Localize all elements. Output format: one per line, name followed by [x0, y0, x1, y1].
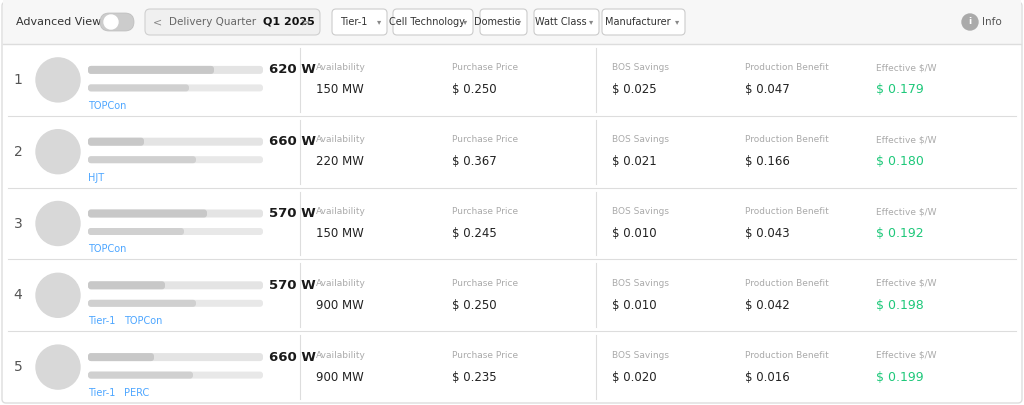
Text: 5: 5	[13, 360, 23, 374]
Text: $ 0.047: $ 0.047	[745, 83, 790, 96]
Text: <: <	[153, 17, 162, 27]
Text: $ 0.042: $ 0.042	[745, 299, 790, 312]
Text: Purchase Price: Purchase Price	[452, 207, 518, 216]
Text: $ 0.198: $ 0.198	[876, 299, 924, 312]
FancyBboxPatch shape	[88, 156, 263, 163]
Text: PERC: PERC	[124, 388, 150, 398]
Text: BOS Savings: BOS Savings	[612, 135, 669, 144]
Text: Availability: Availability	[316, 64, 366, 72]
FancyBboxPatch shape	[332, 9, 387, 35]
FancyBboxPatch shape	[534, 9, 599, 35]
Text: $ 0.250: $ 0.250	[452, 299, 497, 312]
Text: $ 0.250: $ 0.250	[452, 83, 497, 96]
Text: 150 MW: 150 MW	[316, 227, 364, 240]
Circle shape	[104, 15, 118, 29]
Text: Q1 2025: Q1 2025	[263, 17, 314, 27]
Text: $ 0.367: $ 0.367	[452, 155, 497, 168]
FancyBboxPatch shape	[393, 9, 473, 35]
Text: $ 0.021: $ 0.021	[612, 155, 656, 168]
FancyBboxPatch shape	[88, 66, 263, 74]
FancyBboxPatch shape	[88, 66, 214, 74]
Text: Production Benefit: Production Benefit	[745, 64, 828, 72]
Text: Production Benefit: Production Benefit	[745, 279, 828, 288]
FancyBboxPatch shape	[88, 84, 263, 92]
Text: BOS Savings: BOS Savings	[612, 351, 669, 360]
Text: $ 0.245: $ 0.245	[452, 227, 497, 240]
FancyBboxPatch shape	[88, 228, 263, 235]
Text: i: i	[969, 17, 972, 26]
FancyBboxPatch shape	[88, 138, 144, 146]
Text: 220 MW: 220 MW	[316, 155, 364, 168]
Text: BOS Savings: BOS Savings	[612, 64, 669, 72]
FancyBboxPatch shape	[88, 372, 193, 379]
FancyBboxPatch shape	[100, 13, 134, 31]
Text: $ 0.043: $ 0.043	[745, 227, 790, 240]
Text: Purchase Price: Purchase Price	[452, 64, 518, 72]
Text: Availability: Availability	[316, 279, 366, 288]
FancyBboxPatch shape	[88, 84, 189, 92]
Text: Production Benefit: Production Benefit	[745, 135, 828, 144]
Text: >: >	[300, 17, 309, 27]
Text: $ 0.025: $ 0.025	[612, 83, 656, 96]
Text: 1: 1	[13, 73, 23, 87]
Text: Availability: Availability	[316, 207, 366, 216]
Text: ▾: ▾	[463, 17, 467, 26]
Text: TOPCon: TOPCon	[88, 101, 126, 111]
Circle shape	[962, 14, 978, 30]
Text: HJT: HJT	[88, 173, 104, 183]
Text: 900 MW: 900 MW	[316, 299, 364, 312]
Text: Tier-1: Tier-1	[88, 388, 116, 398]
FancyBboxPatch shape	[602, 9, 685, 35]
Text: Domestic: Domestic	[474, 17, 520, 27]
Text: $ 0.180: $ 0.180	[876, 155, 924, 168]
Text: 570 W: 570 W	[269, 207, 315, 220]
Text: TOPCon: TOPCon	[88, 245, 126, 254]
Text: Production Benefit: Production Benefit	[745, 351, 828, 360]
Text: $ 0.199: $ 0.199	[876, 371, 924, 384]
Text: $ 0.010: $ 0.010	[612, 299, 656, 312]
Text: Tier-1: Tier-1	[340, 17, 368, 27]
Text: Effective $/W: Effective $/W	[876, 64, 937, 72]
Text: Tier-1: Tier-1	[88, 316, 116, 326]
Text: 620 W: 620 W	[269, 64, 315, 77]
Circle shape	[36, 273, 80, 317]
Text: ▾: ▾	[517, 17, 521, 26]
Text: BOS Savings: BOS Savings	[612, 279, 669, 288]
Text: 660 W: 660 W	[269, 135, 316, 148]
Text: Delivery Quarter: Delivery Quarter	[169, 17, 256, 27]
Bar	[3, 0, 1021, 44]
Text: $ 0.166: $ 0.166	[745, 155, 790, 168]
FancyBboxPatch shape	[88, 353, 263, 361]
FancyBboxPatch shape	[145, 9, 319, 35]
FancyBboxPatch shape	[88, 209, 207, 217]
Text: Purchase Price: Purchase Price	[452, 351, 518, 360]
FancyBboxPatch shape	[480, 9, 527, 35]
Text: $ 0.179: $ 0.179	[876, 83, 924, 96]
Text: 3: 3	[13, 217, 23, 230]
Text: 2: 2	[13, 145, 23, 159]
Circle shape	[36, 202, 80, 245]
Text: 660 W: 660 W	[269, 351, 316, 364]
Text: Watt Class: Watt Class	[535, 17, 587, 27]
Text: Purchase Price: Purchase Price	[452, 279, 518, 288]
Text: Purchase Price: Purchase Price	[452, 135, 518, 144]
FancyBboxPatch shape	[88, 372, 263, 379]
FancyBboxPatch shape	[88, 281, 263, 289]
FancyBboxPatch shape	[88, 156, 196, 163]
Text: 570 W: 570 W	[269, 279, 315, 292]
Circle shape	[36, 58, 80, 102]
Text: Availability: Availability	[316, 351, 366, 360]
Text: Effective $/W: Effective $/W	[876, 135, 937, 144]
Text: $ 0.192: $ 0.192	[876, 227, 924, 240]
Text: Production Benefit: Production Benefit	[745, 207, 828, 216]
Text: Info: Info	[982, 17, 1001, 27]
Text: $ 0.010: $ 0.010	[612, 227, 656, 240]
Text: Effective $/W: Effective $/W	[876, 351, 937, 360]
FancyBboxPatch shape	[88, 300, 263, 307]
Circle shape	[36, 130, 80, 174]
Text: BOS Savings: BOS Savings	[612, 207, 669, 216]
Text: Cell Technology: Cell Technology	[389, 17, 465, 27]
Text: 150 MW: 150 MW	[316, 83, 364, 96]
Text: 900 MW: 900 MW	[316, 371, 364, 384]
